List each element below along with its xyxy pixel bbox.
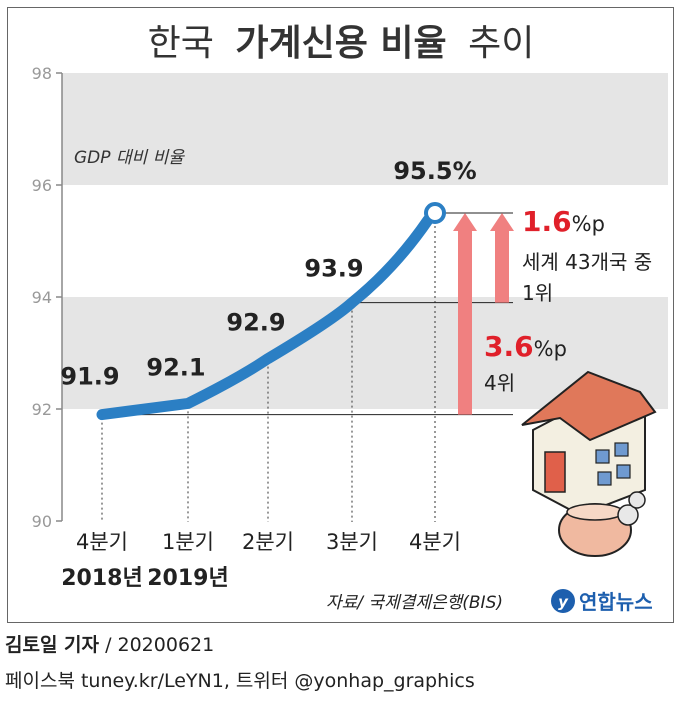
- author: 김토일 기자: [5, 634, 100, 656]
- source-text: 자료/ 국제결제은행(BIS): [326, 593, 503, 613]
- annotation-1-line1: 세계 43개국 중: [522, 250, 652, 274]
- x-tick-label-2: 1분기: [162, 530, 214, 554]
- y-tick-label-92: 92: [32, 400, 52, 419]
- house-window-1: [595, 449, 610, 464]
- coin-purse-clasp: [566, 503, 624, 521]
- logo-icon: [551, 589, 575, 613]
- house-door: [544, 451, 566, 493]
- y-ticks: 98 96 94 92 90: [32, 64, 62, 531]
- x-tick-label-5: 4분기: [409, 530, 461, 554]
- arrow-total: [453, 213, 477, 415]
- series-line: [96, 214, 434, 421]
- data-point-2: [187, 402, 189, 405]
- annotation-1-unit: %p: [572, 212, 605, 236]
- data-label-4: 93.9: [304, 255, 363, 283]
- data-labels: 91.9 92.1 92.9 93.9 95.5%: [60, 157, 476, 391]
- title-main: 한국: [148, 23, 214, 64]
- x-tick-label-1: 4분기: [76, 530, 128, 554]
- data-label-3: 92.9: [226, 309, 285, 337]
- social-links: 페이스북 tuney.kr/LeYN1, 트위터 @yonhap_graphic…: [5, 670, 475, 692]
- x-axis-labels: 4분기 1분기 2분기 3분기 4분기: [76, 530, 461, 554]
- annotation-1-line2: 1위: [522, 281, 553, 305]
- data-point-4: [351, 301, 353, 304]
- coin-2: [628, 491, 646, 509]
- annotation-2-number: 3.6: [484, 330, 534, 363]
- logo-text: 연합뉴스: [579, 590, 653, 614]
- grid-band-1: [62, 73, 668, 185]
- y-tick-label-98: 98: [32, 64, 52, 83]
- title-bold: 가계신용 비율: [235, 23, 446, 64]
- data-point-1: [101, 413, 103, 416]
- annotation-1-value: 1.6%p: [522, 205, 605, 238]
- house-illustration: [521, 370, 657, 557]
- annotation-1-number: 1.6: [522, 205, 572, 238]
- arrow-recent: [490, 213, 514, 303]
- y-tick-label-94: 94: [32, 288, 52, 307]
- data-label-5: 95.5%: [393, 157, 476, 185]
- chart-frame: [7, 7, 674, 623]
- difference-arrows: [453, 213, 514, 415]
- yonhap-logo: y 연합뉴스: [551, 589, 653, 614]
- house-window-3: [597, 471, 612, 486]
- vertical-guides: [101, 221, 436, 522]
- data-label-2: 92.1: [146, 353, 205, 381]
- date: / 20200621: [105, 634, 215, 656]
- x-tick-label-3: 2분기: [242, 530, 294, 554]
- house-roof: [521, 370, 657, 442]
- house-window-4: [616, 464, 631, 479]
- data-point-5: [424, 202, 446, 224]
- data-series: [96, 202, 446, 421]
- annotation-2-line1: 4위: [484, 371, 515, 395]
- x-tick-label-4: 3분기: [326, 530, 378, 554]
- year-label-2018: 2018년: [61, 566, 142, 591]
- year-label-2019: 2019년: [147, 566, 228, 591]
- chart-title: 한국 가계신용 비율 추이: [148, 23, 535, 64]
- data-label-1: 91.9: [60, 363, 119, 391]
- byline: 김토일 기자 / 20200621: [5, 630, 214, 657]
- title-tail: 추이: [468, 23, 534, 64]
- logo-icon-glyph: y: [558, 593, 569, 611]
- coin-1: [617, 504, 639, 526]
- reference-lines: [102, 212, 513, 416]
- y-tick-label-90: 90: [32, 512, 52, 531]
- grid-bands: [62, 73, 668, 409]
- annotation-2-unit: %p: [534, 337, 567, 361]
- annotation-2-value: 3.6%p: [484, 330, 567, 363]
- house-window-2: [614, 442, 629, 457]
- y-tick-label-96: 96: [32, 176, 52, 195]
- y-axis-label: GDP 대비 비율: [74, 148, 185, 168]
- data-point-3: [267, 357, 269, 360]
